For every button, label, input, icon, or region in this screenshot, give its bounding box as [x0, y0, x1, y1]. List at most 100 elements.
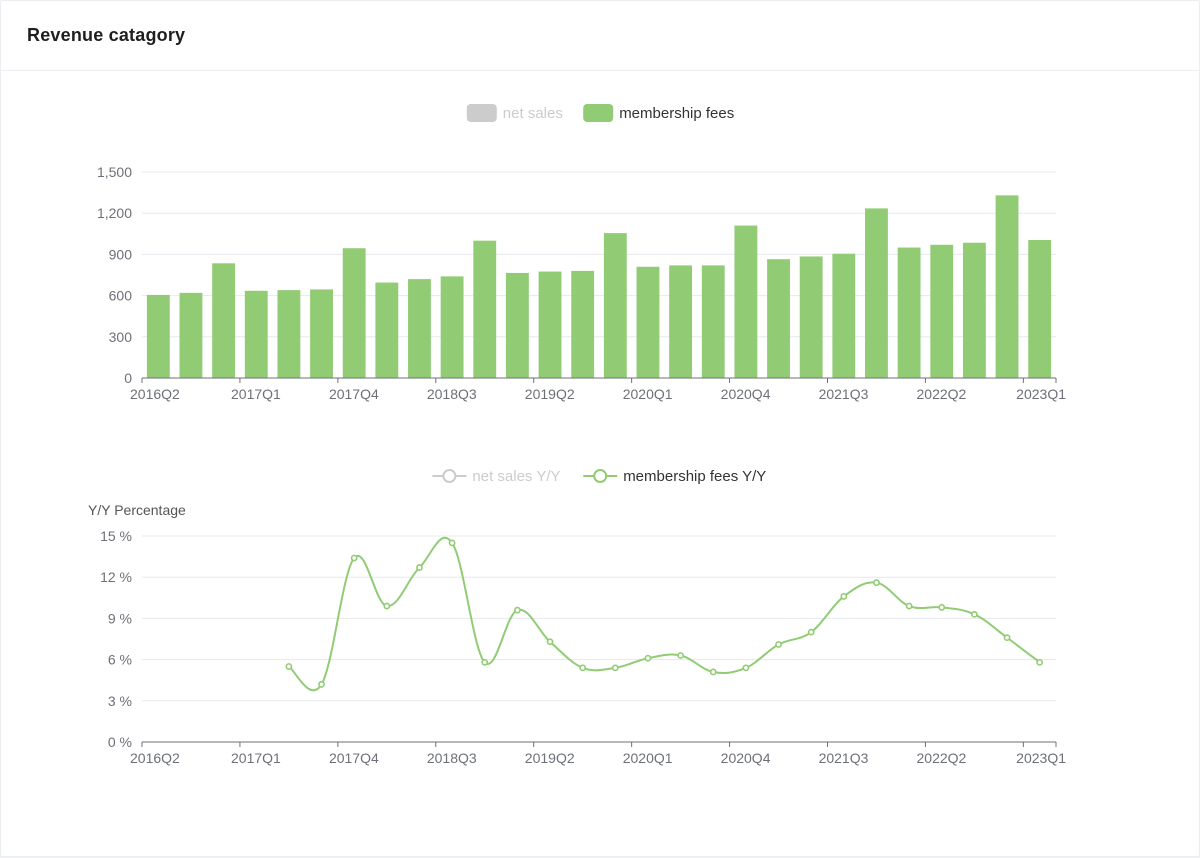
bar[interactable] [244, 290, 268, 378]
legend-swatch [466, 104, 497, 122]
data-point[interactable] [775, 641, 782, 648]
data-point[interactable] [840, 593, 848, 600]
data-point[interactable] [513, 606, 521, 614]
card-title: Revenue catagory [27, 25, 186, 45]
bar[interactable] [179, 292, 203, 378]
legend-item-membership-fees[interactable]: membership fees [583, 104, 734, 122]
bar[interactable] [440, 276, 464, 378]
data-point[interactable] [350, 554, 358, 562]
bar[interactable] [277, 290, 301, 378]
x-tick-label: 2017Q4 [329, 750, 379, 766]
bar[interactable] [603, 233, 627, 378]
data-point[interactable] [611, 664, 619, 672]
bar[interactable] [408, 279, 431, 378]
data-point[interactable] [448, 539, 456, 547]
bar[interactable] [767, 259, 790, 378]
bar[interactable] [538, 271, 562, 378]
legend-label: net sales [503, 105, 563, 122]
data-point[interactable] [416, 564, 423, 571]
bar[interactable] [505, 272, 529, 378]
data-point[interactable] [873, 579, 880, 587]
legend-circle-icon [593, 469, 608, 483]
y-tick-label: 15 % [100, 528, 132, 544]
data-point[interactable] [1036, 658, 1044, 666]
bar[interactable] [897, 247, 921, 378]
legend-circle-icon [442, 469, 457, 483]
x-tick-label: 2016Q2 [130, 750, 180, 766]
bar[interactable] [571, 270, 595, 378]
bar[interactable] [146, 294, 170, 378]
data-point[interactable] [481, 658, 489, 666]
bar[interactable] [636, 266, 660, 378]
bar[interactable] [799, 256, 823, 378]
y-tick-label: 0 % [108, 734, 132, 750]
membership-fees-bar-chart: net sales membership fees 0 300 600 900 1,200 1… [97, 104, 1066, 402]
data-point[interactable] [807, 628, 815, 636]
x-tick-label: 2022Q2 [917, 750, 967, 766]
series-line [288, 536, 1041, 692]
data-point[interactable] [644, 654, 652, 662]
x-tick-label: 2020Q4 [721, 386, 771, 402]
bar[interactable] [995, 195, 1019, 378]
data-point[interactable] [742, 664, 750, 672]
x-tick-label: 2020Q1 [623, 386, 673, 402]
x-tick-label: 2020Q1 [623, 750, 673, 766]
bar[interactable] [310, 289, 333, 378]
y-tick-label: 300 [109, 329, 133, 345]
x-tick-label: 2018Q3 [427, 386, 477, 402]
x-tick-label: 2023Q1 [1016, 386, 1066, 402]
y-tick-label: 9 % [108, 610, 132, 626]
bar[interactable] [865, 208, 888, 378]
x-tick-label: 2017Q4 [329, 386, 379, 402]
x-tick-label: 2021Q3 [819, 386, 869, 402]
bar[interactable] [669, 265, 693, 378]
legend-label: net sales Y/Y [472, 468, 560, 485]
y-tick-label: 3 % [108, 693, 132, 709]
data-point[interactable] [546, 638, 554, 646]
bar[interactable] [701, 265, 725, 378]
bar[interactable] [1028, 239, 1052, 378]
legend-swatch [583, 104, 614, 122]
bar[interactable] [930, 244, 954, 378]
bar-series-membership-fees [146, 195, 1052, 378]
data-point[interactable] [1003, 634, 1011, 642]
y-tick-label: 1,500 [97, 164, 132, 180]
legend-label: membership fees [619, 105, 734, 122]
x-tick-label: 2016Q2 [130, 386, 180, 402]
y-tick-label: 900 [109, 246, 133, 262]
data-point[interactable] [905, 602, 913, 610]
bar[interactable] [734, 225, 758, 378]
data-point[interactable] [938, 604, 946, 611]
data-point[interactable] [677, 652, 685, 659]
x-tick-label: 2018Q3 [427, 750, 477, 766]
x-tick-label: 2017Q1 [231, 750, 281, 766]
bar[interactable] [375, 282, 399, 378]
bar[interactable] [962, 242, 986, 378]
x-tick-label: 2017Q1 [231, 386, 281, 402]
line-series-membership-fees-yy [285, 536, 1044, 692]
bar[interactable] [342, 248, 366, 378]
legend-item-membership-fees-y-y[interactable]: membership fees Y/Y [583, 468, 766, 485]
legend-item-net-sales[interactable]: net sales [466, 104, 563, 122]
legend-item-net-sales-y-y[interactable]: net sales Y/Y [432, 468, 561, 485]
y-axis-title: Y/Y Percentage [88, 502, 186, 518]
bar[interactable] [473, 240, 497, 378]
data-point[interactable] [383, 602, 391, 610]
membership-fees-yy-line-chart: net sales Y/Y membership fees Y/Y Y/Y Perc… [88, 468, 1066, 766]
y-tick-label: 6 % [108, 652, 132, 668]
x-tick-label: 2021Q3 [819, 750, 869, 766]
data-point[interactable] [970, 610, 978, 618]
y-tick-label: 1,200 [97, 205, 132, 221]
bar[interactable] [212, 263, 236, 378]
x-tick-label: 2023Q1 [1016, 750, 1066, 766]
data-point[interactable] [579, 664, 587, 672]
bar[interactable] [832, 253, 856, 378]
card-header: Revenue catagory [1, 1, 1199, 71]
data-point[interactable] [285, 663, 293, 670]
x-tick-label: 2020Q4 [721, 750, 771, 766]
data-point[interactable] [318, 680, 325, 688]
x-tick-label: 2019Q2 [525, 386, 575, 402]
data-point[interactable] [709, 668, 717, 676]
